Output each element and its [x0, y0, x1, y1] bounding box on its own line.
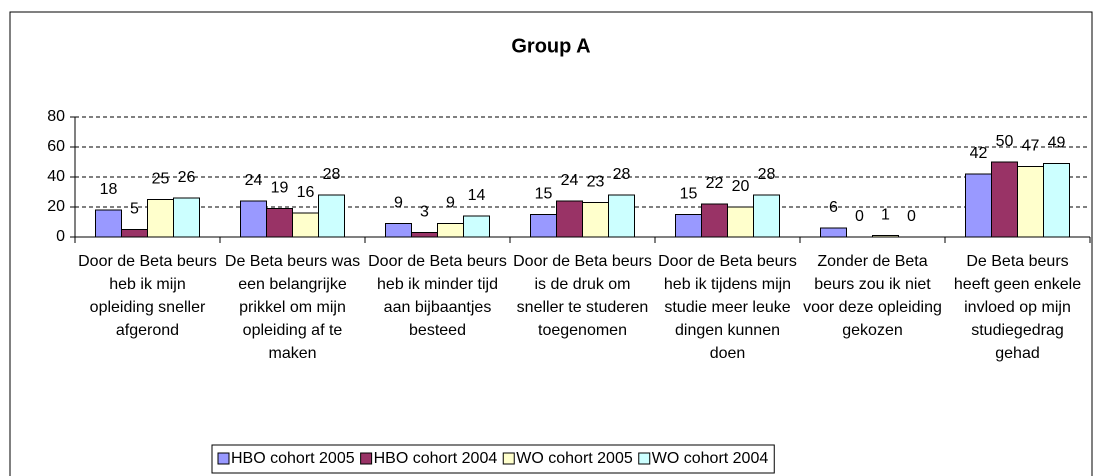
bar	[173, 197, 200, 238]
legend-label: HBO cohort 2004	[374, 450, 498, 467]
data-label: 15	[535, 186, 553, 203]
bar	[556, 200, 583, 238]
data-label: 20	[732, 178, 750, 195]
bar	[1017, 166, 1044, 238]
legend-swatch	[502, 452, 515, 465]
bar	[266, 208, 293, 238]
legend-label: HBO cohort 2005	[231, 450, 355, 467]
bar	[530, 214, 557, 238]
data-label: 5	[130, 201, 139, 218]
data-label: 24	[245, 172, 263, 189]
bar	[121, 229, 148, 238]
chart-title: Group A	[511, 35, 590, 57]
bar	[1043, 163, 1070, 238]
bar	[147, 199, 174, 238]
bar	[411, 232, 438, 238]
bar	[753, 194, 780, 238]
bar	[95, 209, 122, 238]
data-label: 28	[323, 166, 341, 183]
bar	[292, 212, 319, 238]
y-tick-label: 40	[47, 168, 65, 185]
data-label: 0	[907, 208, 916, 225]
data-label: 3	[420, 204, 429, 221]
legend-swatch	[360, 452, 373, 465]
data-label: 15	[680, 186, 698, 203]
bar	[675, 214, 702, 238]
data-label: 28	[613, 166, 631, 183]
data-label: 49	[1048, 135, 1066, 152]
legend-swatch	[638, 452, 651, 465]
legend-box	[211, 444, 775, 474]
data-label: 25	[152, 171, 170, 188]
data-label: 28	[758, 166, 776, 183]
data-label: 19	[271, 180, 289, 197]
data-label: 24	[561, 172, 579, 189]
legend-label: WO cohort 2005	[516, 450, 633, 467]
legend-swatch	[217, 452, 230, 465]
bar	[965, 173, 992, 238]
bar	[727, 206, 754, 238]
bar	[872, 235, 899, 238]
data-label: 47	[1022, 138, 1040, 155]
y-tick-label: 60	[47, 138, 65, 155]
data-label: 0	[855, 208, 864, 225]
data-label: 50	[996, 133, 1014, 150]
bar	[385, 223, 412, 238]
legend-label: WO cohort 2004	[652, 450, 769, 467]
data-label: 9	[446, 195, 455, 212]
x-tick-label: Door de Beta beurs heb ik tijdens mijn s…	[658, 253, 797, 362]
x-tick-label: Door de Beta beurs heb ik minder tijd aa…	[368, 253, 507, 339]
data-label: 9	[394, 195, 403, 212]
bar	[991, 161, 1018, 238]
data-label: 6	[829, 199, 838, 216]
data-label: 26	[178, 169, 196, 186]
y-tick-label: 80	[47, 108, 65, 125]
bar	[582, 202, 609, 238]
x-tick-label: De Beta beurs heeft geen enkele invloed …	[953, 253, 1082, 362]
x-tick-label: De Beta beurs was een belangrijke prikke…	[224, 253, 361, 362]
data-label: 42	[970, 145, 988, 162]
bar	[608, 194, 635, 238]
x-tick-label: Door de Beta beurs is de druk om sneller…	[513, 253, 652, 339]
bar	[701, 203, 728, 238]
bar	[437, 223, 464, 238]
data-label: 16	[297, 184, 315, 201]
bar	[240, 200, 267, 238]
chart-border	[9, 11, 1093, 476]
data-label: 22	[706, 175, 724, 192]
y-tick-label: 0	[56, 228, 65, 245]
data-label: 1	[881, 207, 890, 224]
data-label: 18	[100, 181, 118, 198]
y-tick-label: 20	[47, 198, 65, 215]
x-tick-label: Zonder de Beta beurs zou ik niet voor de…	[803, 253, 942, 339]
data-label: 23	[587, 174, 605, 191]
data-label: 14	[468, 187, 486, 204]
bar	[820, 227, 847, 238]
x-tick-label: Door de Beta beurs heb ik mijn opleiding…	[78, 253, 217, 339]
bar	[318, 194, 345, 238]
bar	[463, 215, 490, 238]
